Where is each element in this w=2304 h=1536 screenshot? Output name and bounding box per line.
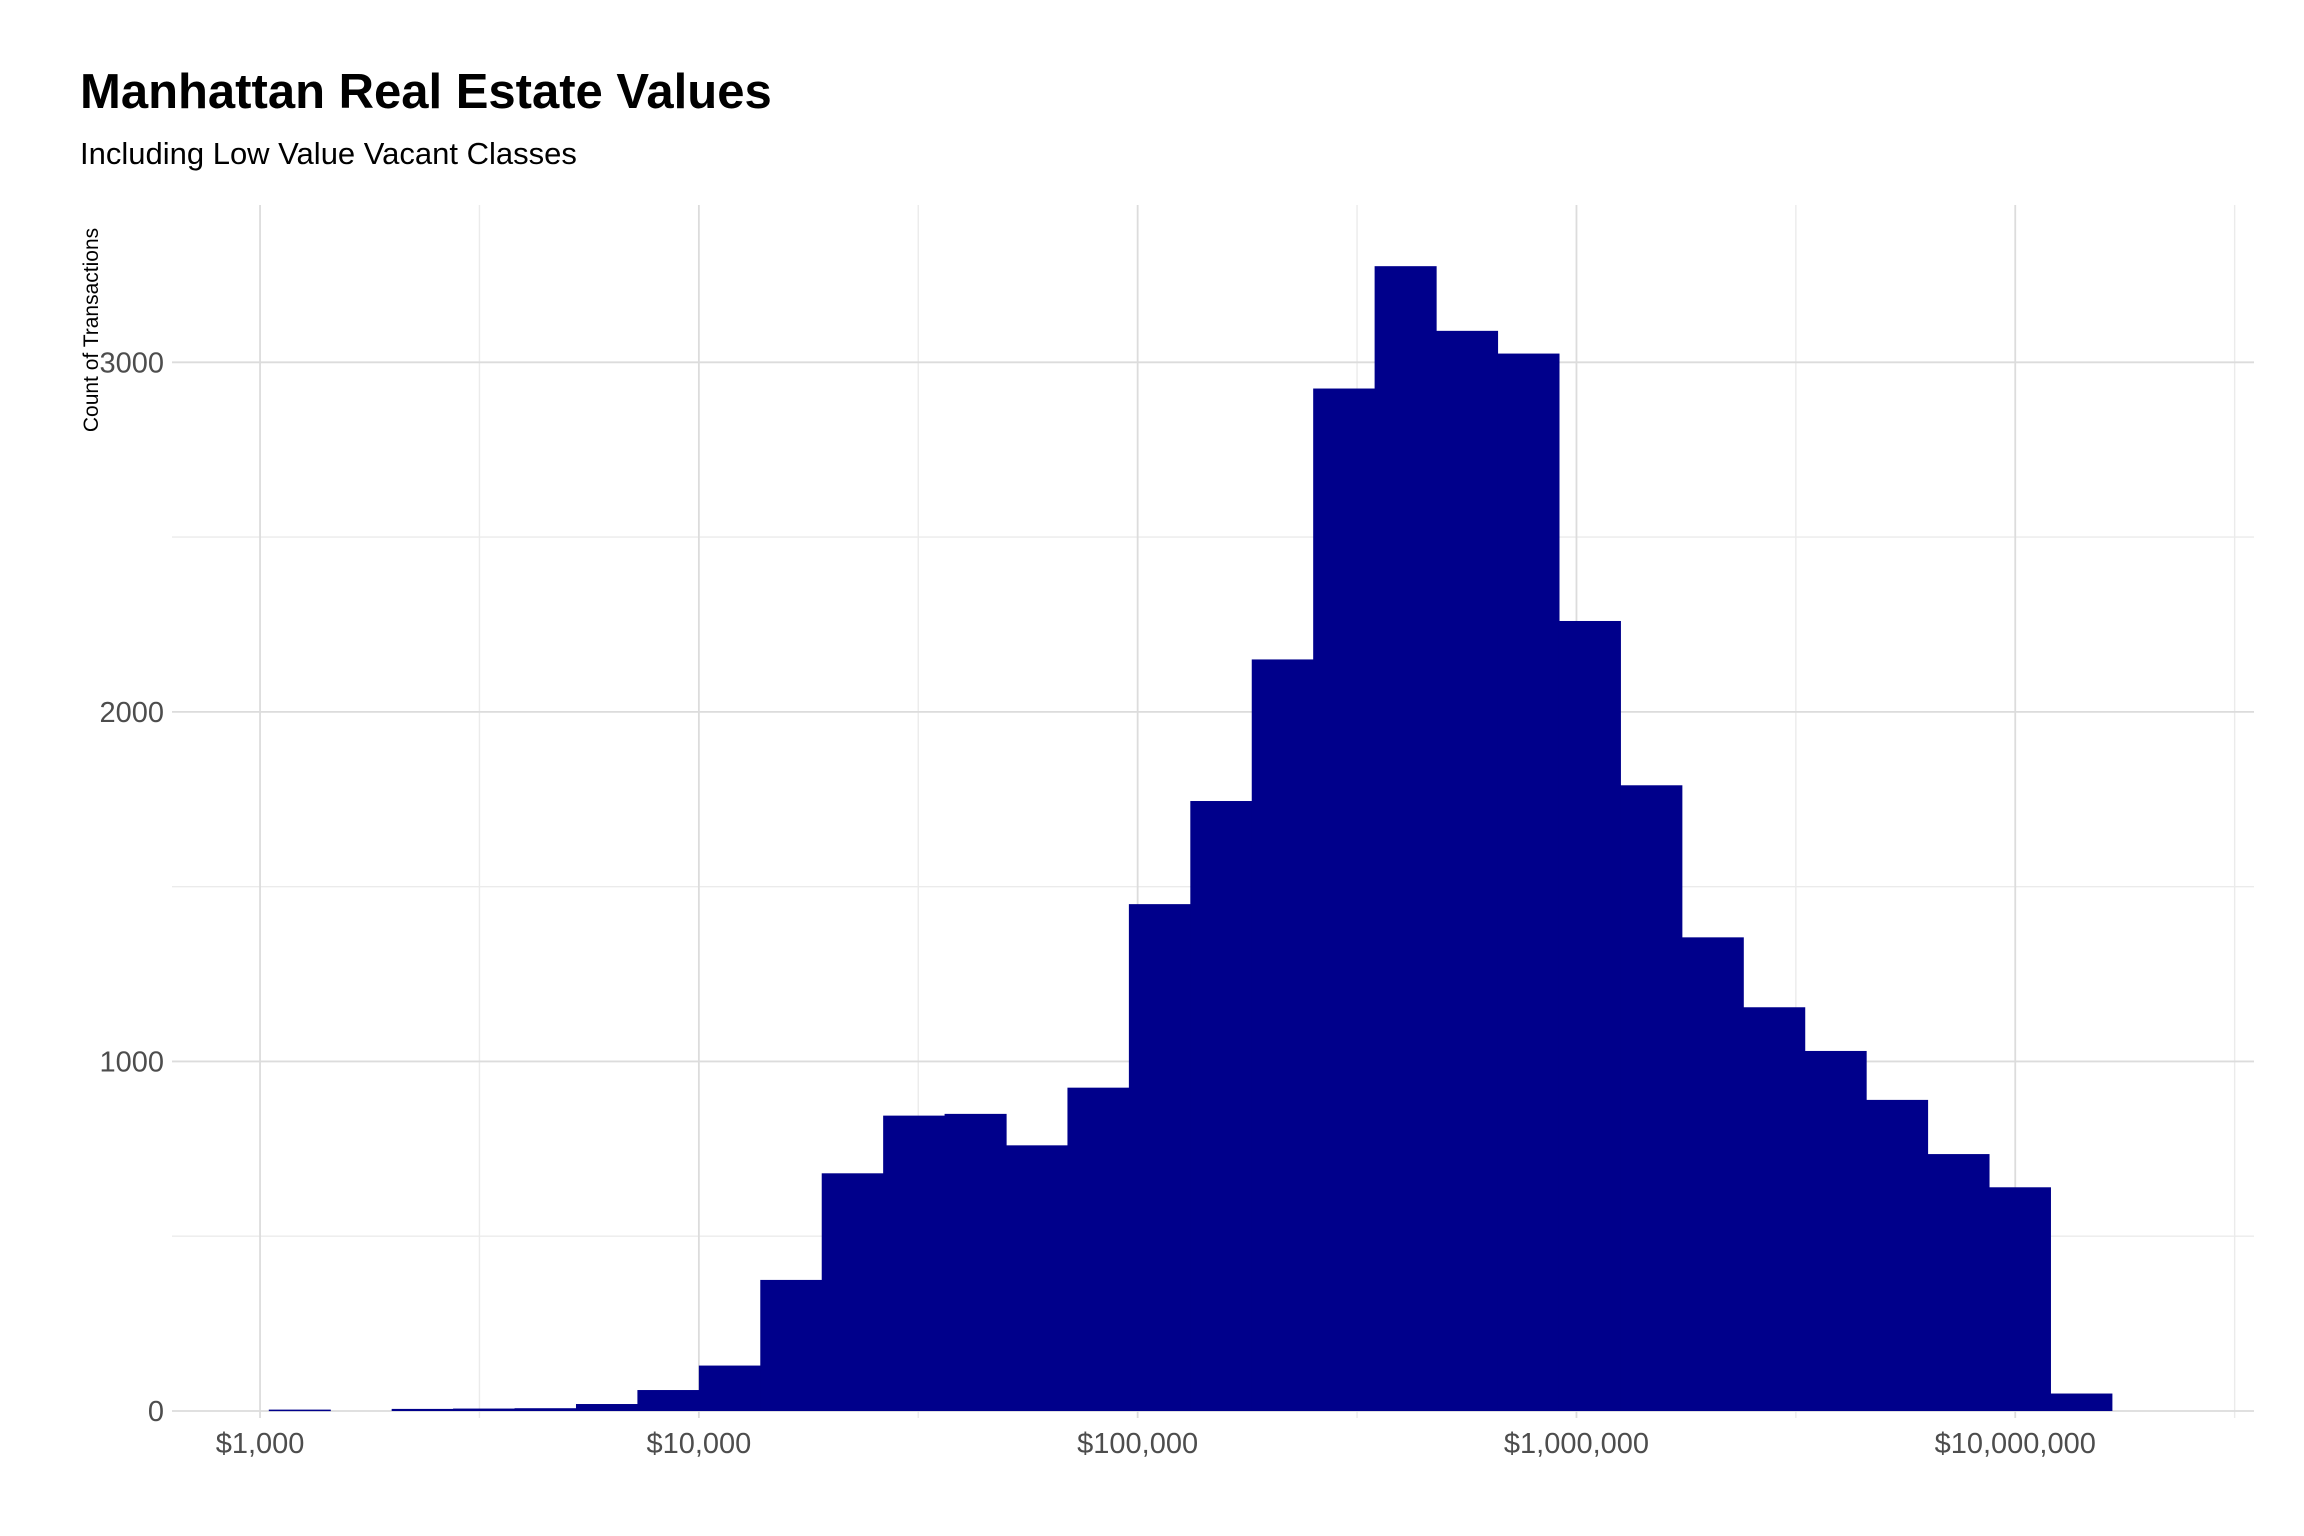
histogram-bars	[268, 266, 2113, 1412]
histogram-bar	[1313, 388, 1376, 1412]
y-tick-label: 2000	[99, 697, 164, 729]
histogram-bar	[1743, 1007, 1806, 1412]
histogram-bar	[1251, 659, 1314, 1412]
x-tick-label: $100,000	[1077, 1428, 1198, 1460]
histogram-bar	[2050, 1393, 2113, 1412]
chart-title: Manhattan Real Estate Values	[80, 65, 772, 119]
histogram-bar	[1374, 266, 1437, 1412]
histogram-bar	[760, 1279, 823, 1412]
histogram-bar	[1067, 1087, 1130, 1412]
y-tick-label: 3000	[99, 347, 164, 379]
histogram-bar	[391, 1408, 454, 1412]
x-tick-label: $1,000	[216, 1428, 305, 1460]
histogram-bar	[1128, 904, 1191, 1412]
histogram-bar	[1620, 785, 1683, 1412]
x-axis-tick-labels: $1,000 $10,000 $100,000 $1,000,000 $10,000,0…	[216, 1428, 2096, 1460]
x-tick-label: $10,000,000	[1935, 1428, 2096, 1460]
y-tick-label: 1000	[99, 1046, 164, 1078]
histogram-bar	[1190, 801, 1253, 1412]
y-tick-label: 0	[148, 1396, 164, 1428]
histogram-bar	[453, 1408, 516, 1412]
histogram-bar	[821, 1173, 884, 1412]
histogram-bar	[1927, 1154, 1990, 1412]
histogram-bar	[514, 1408, 577, 1412]
chart-subtitle: Including Low Value Vacant Classes	[80, 136, 577, 171]
histogram-bar	[1866, 1099, 1929, 1412]
histogram-bar	[1006, 1145, 1069, 1412]
histogram-bar	[698, 1365, 761, 1412]
histogram-bar	[637, 1390, 700, 1412]
histogram-bar	[1681, 937, 1744, 1412]
histogram-bar	[944, 1113, 1007, 1412]
histogram-bar	[268, 1409, 331, 1412]
histogram-bar	[575, 1404, 639, 1412]
x-tick-label: $10,000	[646, 1428, 751, 1460]
y-axis-title: Count of Transactions	[80, 228, 103, 432]
x-tick-label: $1,000,000	[1504, 1428, 1649, 1460]
histogram-bar	[1988, 1187, 2051, 1412]
histogram-bar	[883, 1115, 946, 1412]
histogram-bar	[1436, 330, 1499, 1412]
histogram-bar	[1804, 1050, 1867, 1412]
histogram-bar	[1497, 353, 1560, 1412]
y-axis-tick-labels: 0 1000 2000 3000	[99, 347, 164, 1428]
histogram-bar	[1558, 620, 1621, 1412]
